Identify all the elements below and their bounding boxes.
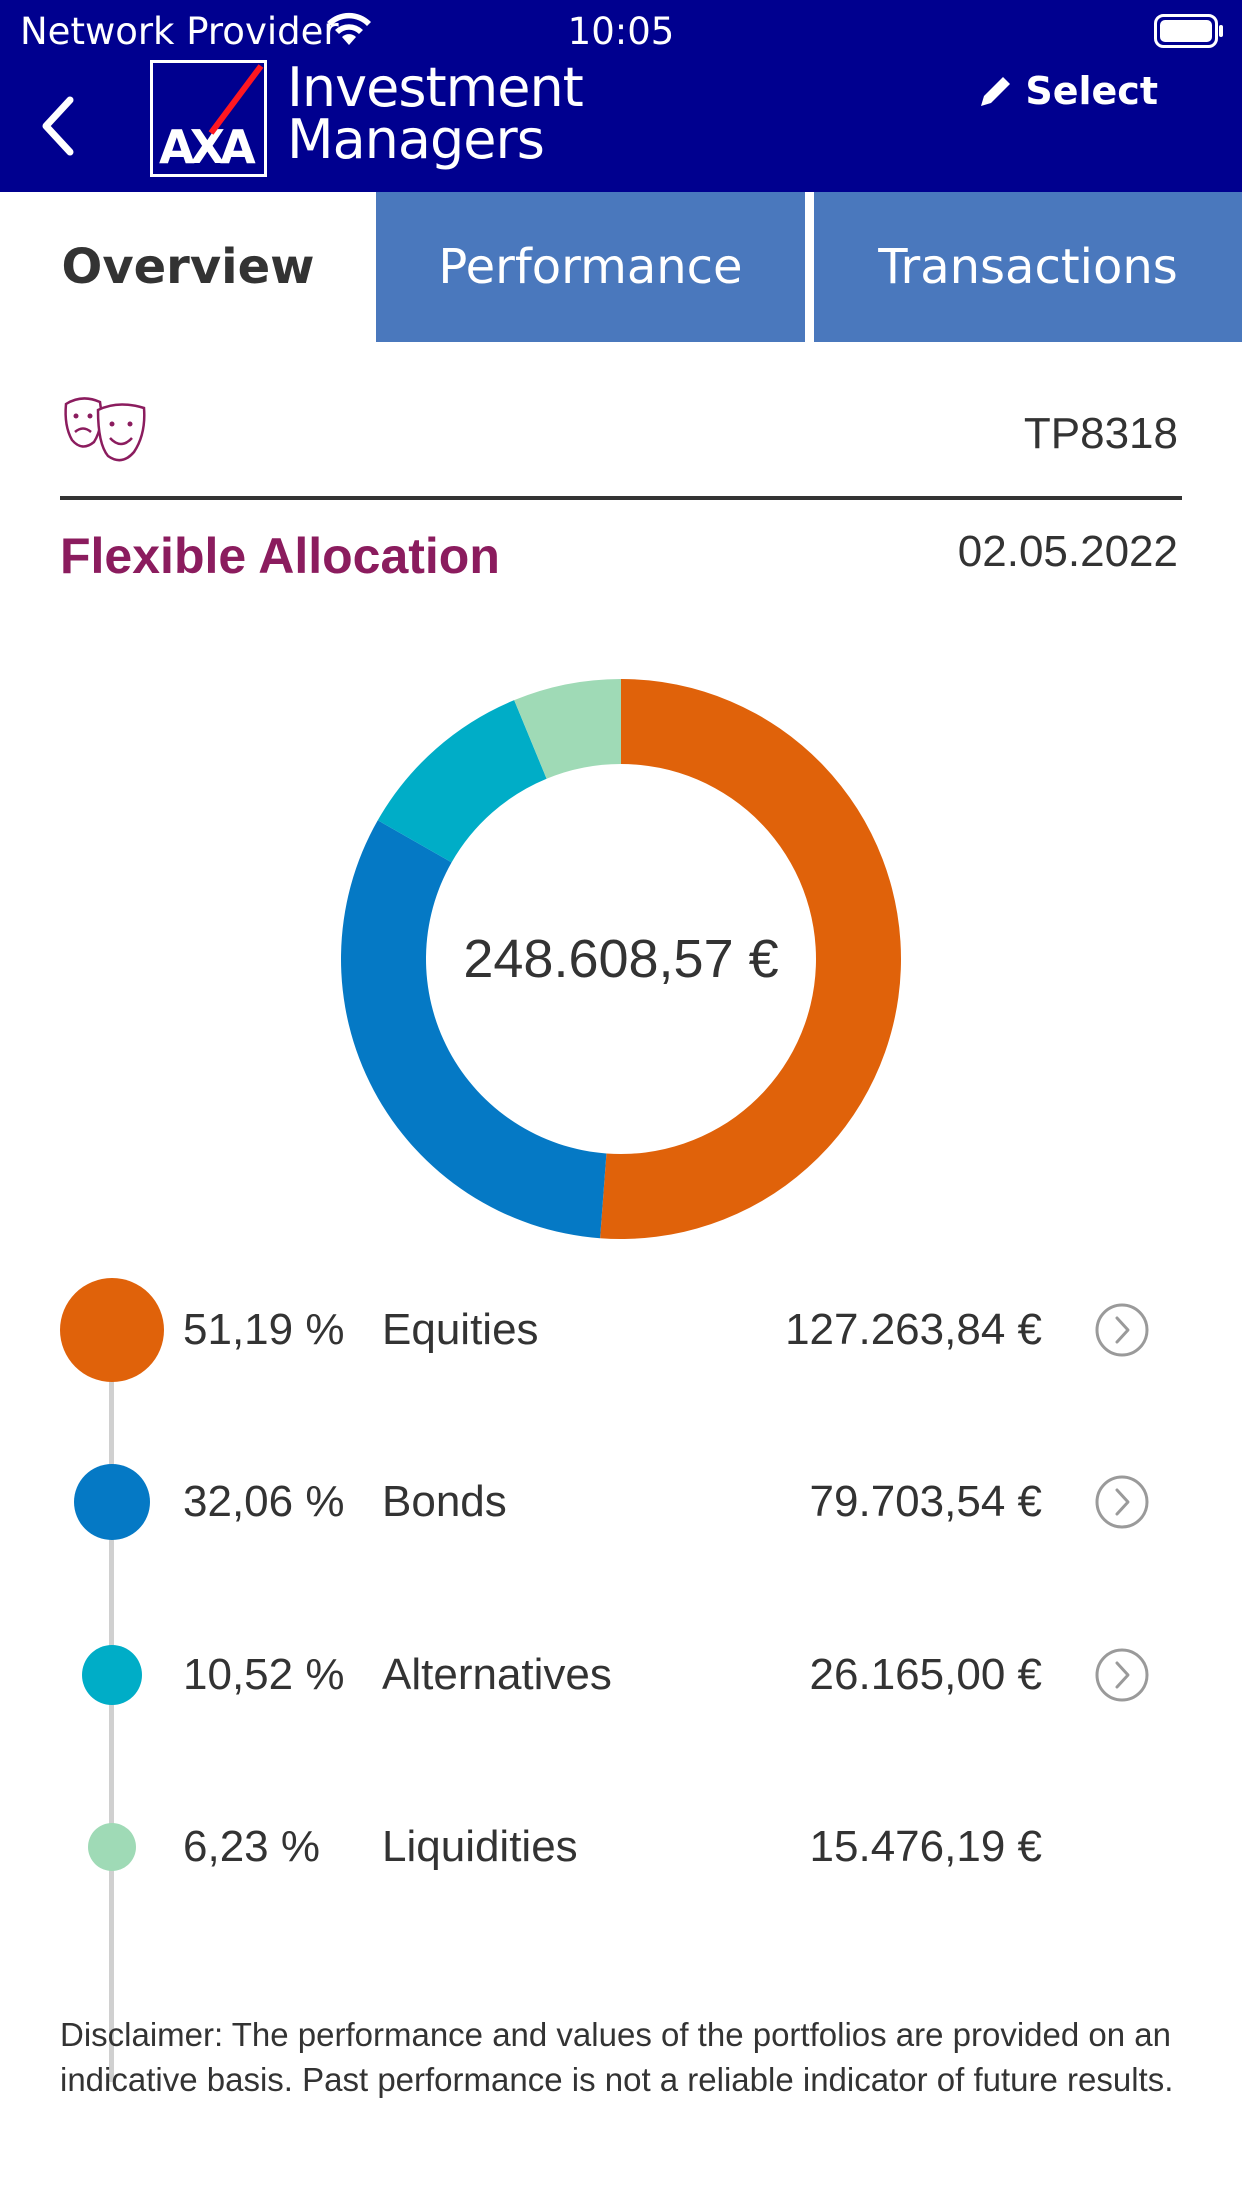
- tab-bar: Overview Performance Transactions: [0, 192, 1242, 342]
- donut-slice-bonds: [341, 820, 607, 1239]
- tab-performance[interactable]: Performance: [376, 192, 805, 342]
- chevron-left-icon: [42, 96, 74, 156]
- select-label: Select: [1025, 69, 1158, 113]
- legend-name: Bonds: [382, 1477, 507, 1526]
- legend-pct: 51,19 %: [183, 1305, 345, 1354]
- donut-slice-equities: [600, 679, 901, 1239]
- legend-pct: 32,06 %: [183, 1477, 345, 1526]
- brand-line-2: Managers: [287, 108, 545, 171]
- portfolio-id: TP8318: [1023, 409, 1178, 458]
- legend-value: 127.263,84 €: [785, 1305, 1042, 1354]
- portfolio-total: 248.608,57 €: [463, 929, 779, 989]
- legend-row-alternatives[interactable]: 10,52 % Alternatives 26.165,00 €: [0, 1585, 1242, 1757]
- app-header: Network Provider 10:05 AXA Investment Ma…: [0, 0, 1242, 192]
- legend-pct: 10,52 %: [183, 1650, 345, 1699]
- legend-name: Liquidities: [382, 1822, 578, 1871]
- disclaimer-text: Disclaimer: The performance and values o…: [60, 2016, 1174, 2098]
- theater-masks-icon: [64, 397, 146, 462]
- tab-overview[interactable]: Overview: [0, 192, 376, 342]
- select-button[interactable]: Select: [979, 66, 1158, 116]
- legend-pct: 6,23 %: [183, 1822, 320, 1871]
- valuation-date: 02.05.2022: [957, 527, 1178, 576]
- donut-slice-alternatives: [377, 700, 547, 863]
- legend-row-bonds[interactable]: 32,06 % Bonds 79.703,54 €: [0, 1412, 1242, 1584]
- donut-slice-liquidities: [514, 679, 621, 779]
- legend-row-liquidities: 6,23 % Liquidities 15.476,19 €: [0, 1757, 1242, 1929]
- back-button[interactable]: [30, 88, 86, 164]
- brand-line-1: Investment: [287, 56, 584, 119]
- chevron-right-circle-icon[interactable]: [1094, 1647, 1150, 1703]
- status-time: 10:05: [567, 10, 675, 53]
- tab-transactions[interactable]: Transactions: [814, 192, 1242, 342]
- divider: [60, 496, 1182, 500]
- legend-value: 26.165,00 €: [809, 1650, 1042, 1699]
- chevron-right-circle-icon[interactable]: [1094, 1302, 1150, 1358]
- legend-dot-liquidities: [88, 1823, 136, 1871]
- battery-icon: [1154, 14, 1223, 48]
- legend-name: Alternatives: [382, 1650, 612, 1699]
- legend-connector-line: [109, 1330, 114, 2082]
- allocation-legend: 51,19 % Equities 127.263,84 € 32,06 % Bo…: [0, 1240, 1242, 2082]
- wifi-icon: [327, 12, 371, 45]
- portfolio-name: Flexible Allocation: [60, 528, 500, 584]
- status-bar: Network Provider 10:05: [0, 0, 1242, 58]
- legend-dot-bonds: [74, 1464, 150, 1540]
- brand-name: Investment Managers: [287, 56, 584, 171]
- donut-svg: [341, 679, 901, 1239]
- legend-dot-alternatives: [82, 1645, 142, 1705]
- legend-value: 15.476,19 €: [809, 1822, 1042, 1871]
- legend-dot-equities: [60, 1278, 164, 1382]
- legend-value: 79.703,54 €: [809, 1477, 1042, 1526]
- legend-row-equities[interactable]: 51,19 % Equities 127.263,84 €: [0, 1240, 1242, 1412]
- pencil-icon: [981, 77, 1011, 106]
- allocation-donut-chart: 248.608,57 €: [340, 678, 902, 1240]
- carrier-name: Network Provider: [20, 10, 339, 53]
- axa-logo: AXA: [150, 60, 267, 177]
- chevron-right-circle-icon[interactable]: [1094, 1474, 1150, 1530]
- legend-name: Equities: [382, 1305, 539, 1354]
- axa-logo-text: AXA: [159, 120, 256, 174]
